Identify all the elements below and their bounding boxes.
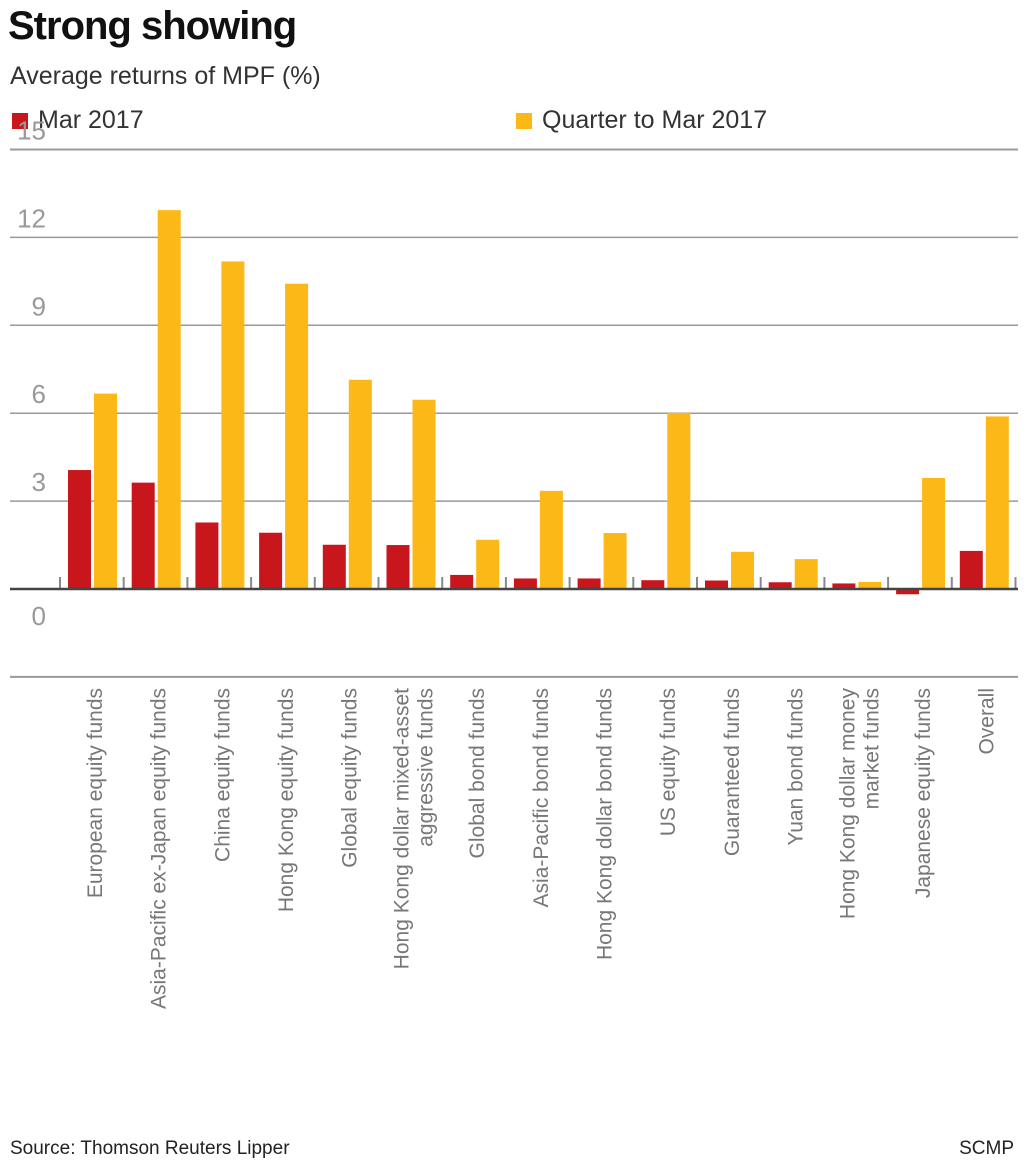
category-label: China equity funds	[211, 688, 234, 862]
category-label: Japanese equity funds	[912, 688, 935, 898]
y-tick-label: 15	[17, 116, 46, 146]
category-label: Hong Kong dollar mixed-asset	[390, 688, 413, 969]
category-label: US equity funds	[657, 688, 680, 836]
bar-quarter	[285, 283, 309, 589]
category-label: European equity funds	[84, 688, 107, 898]
category-label: Overall	[976, 688, 999, 755]
category-label: Global equity funds	[339, 688, 362, 868]
bar-quarter	[985, 416, 1009, 589]
bar-quarter	[922, 477, 946, 589]
bar-mar-2017	[259, 532, 283, 589]
bar-mar-2017	[386, 545, 410, 589]
category-label: Asia-Pacific bond funds	[530, 688, 553, 907]
bar-mar-2017	[513, 578, 537, 589]
chart-title: Strong showing	[8, 4, 297, 48]
bar-mar-2017	[705, 580, 728, 589]
bar-mar-2017	[68, 470, 91, 589]
bar-quarter	[731, 551, 754, 589]
bar-mar-2017	[577, 578, 601, 589]
credit: SCMP	[959, 1138, 1014, 1159]
bar-mar-2017	[832, 583, 856, 589]
bar-mar-2017	[896, 589, 920, 595]
legend-swatch-red	[12, 112, 28, 129]
legend-label: Quarter to Mar 2017	[542, 106, 768, 134]
bar-quarter	[539, 490, 563, 589]
bar-quarter	[412, 399, 436, 589]
bar-mar-2017	[959, 550, 983, 589]
bar-quarter	[157, 210, 181, 589]
category-label: Hong Kong dollar money	[836, 688, 859, 920]
legend-swatch-yellow	[516, 112, 532, 129]
y-tick-label: 9	[32, 291, 46, 321]
category-label: Hong Kong equity funds	[275, 688, 298, 912]
source-note: Source: Thomson Reuters Lipper	[10, 1138, 290, 1159]
bar-mar-2017	[131, 482, 155, 589]
legend-item-quarter: Quarter to Mar 2017	[516, 106, 767, 135]
category-label: aggressive funds	[414, 688, 437, 847]
category-label: market funds	[860, 688, 883, 809]
bar-quarter	[94, 393, 117, 589]
category-label: Guaranteed funds	[721, 688, 744, 856]
category-label: Global bond funds	[466, 688, 489, 858]
bar-quarter	[476, 539, 500, 589]
bar-quarter	[221, 261, 245, 589]
bar-quarter	[348, 379, 372, 589]
y-tick-label: 12	[17, 203, 46, 233]
bar-mar-2017	[768, 582, 792, 589]
bar-quarter	[667, 412, 691, 589]
bar-quarter	[858, 581, 882, 589]
category-label: Hong Kong dollar bond funds	[593, 688, 616, 960]
bar-mar-2017	[322, 544, 346, 589]
legend-item-mar-2017: Mar 2017	[12, 106, 144, 135]
category-label: Asia-Pacific ex-Japan equity funds	[148, 688, 171, 1009]
bar-quarter	[794, 559, 818, 589]
category-label: Yuan bond funds	[785, 688, 808, 846]
bar-mar-2017	[195, 522, 219, 589]
bar-mar-2017	[641, 580, 665, 589]
bar-quarter	[603, 533, 627, 589]
y-tick-label: 3	[32, 467, 46, 497]
bar-mar-2017	[450, 574, 474, 589]
chart-subtitle: Average returns of MPF (%)	[10, 62, 321, 90]
y-tick-label: 6	[32, 379, 46, 409]
legend-label: Mar 2017	[38, 106, 144, 134]
y-tick-label: 0	[32, 601, 46, 631]
